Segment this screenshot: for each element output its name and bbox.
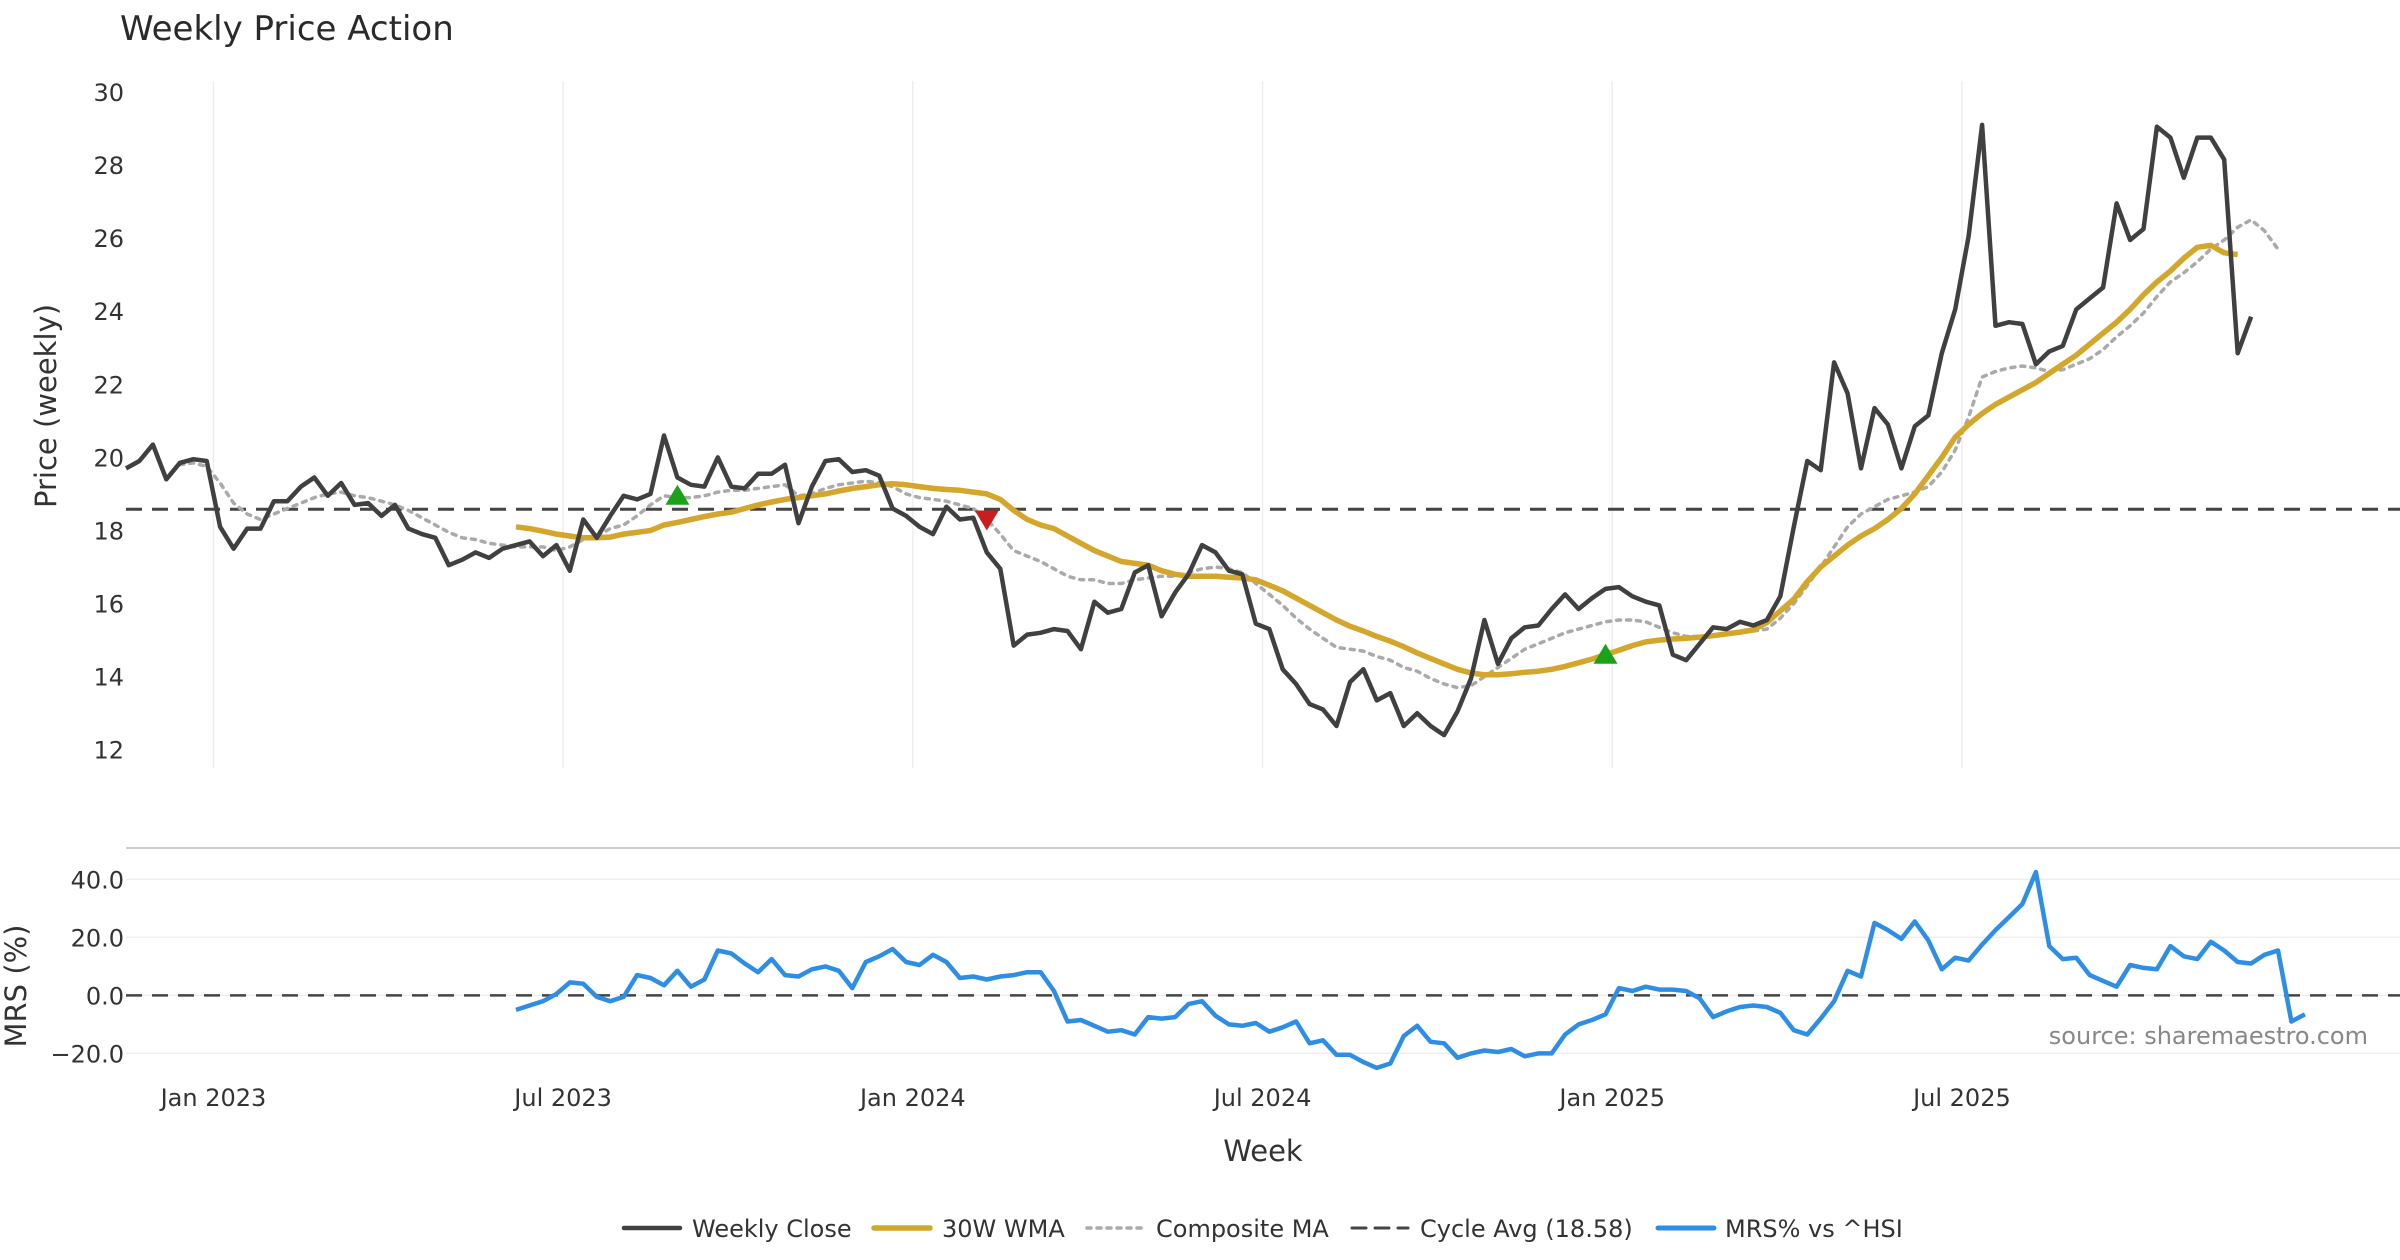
source-note: source: sharemaestro.com [2049, 1022, 2368, 1050]
price-series-group [124, 122, 2400, 738]
mrs-y-tick-label: 0.0 [86, 982, 124, 1010]
price-y-tick-label: 16 [93, 591, 124, 619]
legend-label: Cycle Avg (18.58) [1420, 1215, 1633, 1243]
price-y-tick-label: 14 [93, 664, 124, 692]
price-y-ticks: 12 14 16 18 20 22 24 26 28 30 [93, 79, 124, 765]
signal-markers [665, 484, 1618, 664]
legend-label: 30W WMA [942, 1215, 1065, 1243]
price-grid [212, 81, 1963, 768]
mrs-y-ticks: 40.0 20.0 0.0 −20.0 [50, 866, 124, 1068]
legend: Weekly Close 30W WMA Composite MA Cycle Avg… [621, 1215, 1903, 1243]
x-tick-label: Jul 2025 [1911, 1084, 2011, 1112]
legend-label: MRS% vs ^HSI [1725, 1215, 1903, 1243]
mrs-y-tick-label: 20.0 [71, 924, 124, 952]
mrs-series-group [126, 869, 2400, 1071]
legend-label: Weekly Close [692, 1215, 852, 1243]
sell-signal-marker [974, 510, 999, 531]
price-y-tick-label: 22 [93, 371, 124, 399]
mrs-y-tick-label: −20.0 [50, 1040, 124, 1068]
price-y-tick-label: 12 [93, 737, 124, 765]
x-tick-label: Jan 2025 [1557, 1084, 1665, 1112]
x-tick-label: Jan 2024 [858, 1084, 966, 1112]
wma-30w-line [515, 242, 2239, 678]
price-y-tick-label: 28 [93, 152, 124, 180]
price-y-tick-label: 18 [93, 517, 124, 545]
price-y-tick-label: 30 [93, 79, 124, 107]
x-tick-label: Jan 2023 [159, 1084, 267, 1112]
price-y-tick-label: 20 [93, 444, 124, 472]
x-axis-ticks: Jan 2023 Jul 2023 Jan 2024 Jul 2024 Jan 2025… [159, 1084, 2011, 1112]
price-y-tick-label: 24 [93, 298, 124, 326]
x-tick-label: Jul 2023 [512, 1084, 612, 1112]
x-tick-label: Jul 2024 [1212, 1084, 1312, 1112]
chart-title: Weekly Price Action [120, 9, 454, 49]
legend-label: Composite MA [1156, 1215, 1329, 1243]
buy-signal-marker [665, 484, 690, 505]
buy-signal-marker [1593, 643, 1618, 664]
mrs-grid [126, 878, 2400, 1055]
mrs-y-axis-title: MRS (%) [0, 925, 33, 1048]
mrs-line [515, 869, 2306, 1071]
x-axis-title: Week [1223, 1134, 1303, 1168]
price-y-tick-label: 26 [93, 225, 124, 253]
weekly-close-line [124, 122, 2254, 738]
price-y-axis-title: Price (weekly) [29, 304, 63, 508]
mrs-y-tick-label: 40.0 [71, 866, 124, 894]
